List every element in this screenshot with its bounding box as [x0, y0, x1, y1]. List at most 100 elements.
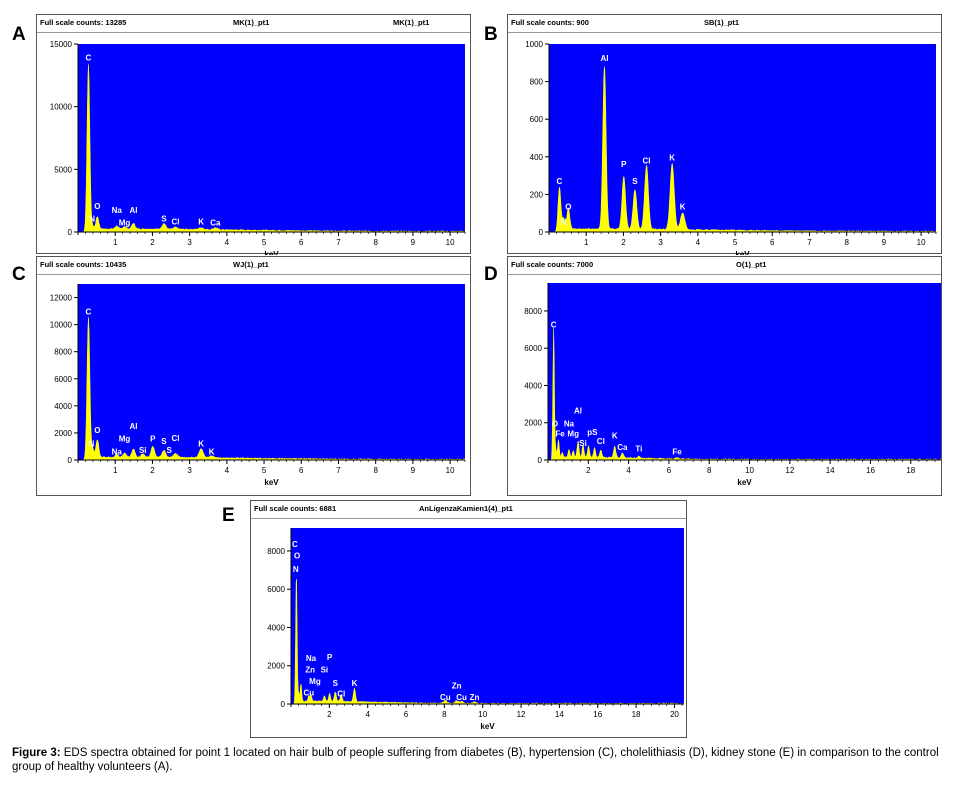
- panel-letter-c: C: [12, 264, 26, 285]
- full-scale-counts: Full scale counts: 7000: [511, 260, 594, 269]
- x-tick-label: 6: [404, 710, 409, 719]
- peak-label: Mg: [567, 430, 579, 439]
- y-tick-label: 6000: [54, 375, 72, 384]
- plot-area: [291, 528, 684, 704]
- peak-label: O: [565, 202, 571, 211]
- peak-label: Cl: [642, 156, 650, 165]
- peak-label: Na: [112, 206, 123, 215]
- spectrum-title-right: MK(1)_pt1: [393, 18, 430, 27]
- x-tick-label: 4: [225, 238, 230, 247]
- x-tick-label: 3: [658, 238, 663, 247]
- peak-label: Ca: [617, 443, 628, 452]
- x-tick-label: 8: [844, 238, 849, 247]
- x-tick-label: 1: [584, 238, 589, 247]
- x-tick-label: 5: [733, 238, 738, 247]
- peak-label: P: [150, 435, 156, 444]
- peak-label: Cl: [171, 434, 179, 443]
- y-tick-label: 800: [530, 78, 544, 87]
- peak-label: O: [94, 426, 100, 435]
- peak-label: S: [632, 177, 638, 186]
- peak-label: Na: [306, 654, 317, 663]
- x-tick-label: 12: [517, 710, 526, 719]
- spectrum-title: SB(1)_pt1: [704, 18, 740, 27]
- x-tick-label: 10: [446, 238, 455, 247]
- spectrum-title: AnLigenzaKamien1(4)_pt1: [419, 504, 513, 513]
- x-tick-label: 2: [621, 238, 626, 247]
- y-tick-label: 4000: [54, 402, 72, 411]
- y-tick-label: 0: [539, 228, 544, 237]
- y-tick-label: 4000: [267, 623, 285, 632]
- plot-area: [78, 44, 465, 232]
- peak-label: Fe: [672, 447, 682, 456]
- full-scale-counts: Full scale counts: 13285: [40, 18, 127, 27]
- plot-area: [549, 44, 936, 232]
- y-tick-label: 10000: [50, 321, 73, 330]
- peak-label: Zn: [452, 682, 462, 691]
- x-tick-label: 18: [906, 466, 915, 475]
- peak-label: S: [333, 679, 339, 688]
- y-tick-label: 5000: [54, 165, 72, 174]
- x-tick-label: 8: [373, 238, 378, 247]
- x-axis-label: keV: [735, 250, 750, 255]
- x-tick-label: 6: [299, 466, 304, 475]
- panel-header: Full scale counts: 13285 MK(1)_pt1 MK(1)…: [37, 15, 470, 33]
- x-tick-label: 20: [670, 710, 679, 719]
- x-tick-label: 14: [826, 466, 835, 475]
- figure-caption: Figure 3: EDS spectra obtained for point…: [12, 746, 942, 774]
- x-tick-label: 10: [446, 466, 455, 475]
- peak-label: P: [327, 653, 333, 662]
- panel-letter-e: E: [222, 505, 235, 526]
- y-tick-label: 2000: [524, 419, 542, 428]
- panel-header: Full scale counts: 7000 O(1)_pt1: [508, 257, 941, 275]
- peak-label: Fe: [555, 430, 565, 439]
- peak-label: Na: [112, 448, 123, 457]
- y-tick-label: 200: [530, 190, 544, 199]
- peak-label: S: [161, 437, 167, 446]
- panel-header: Full scale counts: 10435 WJ(1)_pt1: [37, 257, 470, 275]
- peak-label: Mg: [119, 219, 131, 228]
- y-tick-label: 6000: [524, 344, 542, 353]
- x-tick-label: 9: [411, 466, 416, 475]
- peak-label: N: [293, 565, 299, 574]
- spectrum-panel-b: Full scale counts: 900 SB(1)_pt1 0 200 400…: [507, 14, 942, 255]
- y-tick-label: 4000: [524, 381, 542, 390]
- peak-label: C: [557, 177, 563, 186]
- x-tick-label: 1: [113, 466, 118, 475]
- x-tick-label: 16: [593, 710, 602, 719]
- y-tick-label: 0: [68, 228, 73, 237]
- peak-label: C: [86, 53, 92, 62]
- y-tick-label: 12000: [50, 294, 73, 303]
- y-tick-label: 8000: [267, 547, 285, 556]
- peak-label: S: [161, 214, 167, 223]
- spectrum-series: [78, 317, 466, 461]
- x-tick-label: 6: [667, 466, 672, 475]
- y-tick-label: 0: [281, 700, 286, 709]
- x-tick-label: 12: [785, 466, 794, 475]
- peak-label: Al: [600, 54, 608, 63]
- x-tick-label: 4: [626, 466, 631, 475]
- peak-label: K: [209, 448, 215, 457]
- x-tick-label: 16: [866, 466, 875, 475]
- y-tick-label: 400: [530, 153, 544, 162]
- peak-label: Mg: [309, 677, 321, 686]
- spectrum-series: [78, 64, 466, 233]
- x-tick-label: 6: [770, 238, 775, 247]
- x-tick-label: 10: [917, 238, 926, 247]
- peak-label: Si: [579, 439, 587, 448]
- peak-label: K: [669, 154, 675, 163]
- eds-spectrum-chart: 0 2000 4000 6000 8000 2 4 6 8 10 12 14 16 18 keV C Al O Na…: [524, 283, 942, 487]
- peak-label: Al: [574, 406, 582, 415]
- x-tick-label: 9: [882, 238, 887, 247]
- plot-area: [548, 283, 941, 460]
- panel-header: Full scale counts: 6881 AnLigenzaKamien1…: [251, 501, 686, 519]
- x-tick-label: 7: [336, 466, 341, 475]
- plot-area: [78, 284, 465, 460]
- peak-label: K: [680, 202, 686, 211]
- spectrum-title: MK(1)_pt1: [233, 18, 270, 27]
- x-tick-label: 5: [262, 238, 267, 247]
- eds-spectrum-chart: 0 2000 4000 6000 8000 10000 12000 1 2 3 4 5 6 7 8 9 10 ke…: [50, 284, 466, 487]
- peak-label: Al: [129, 206, 137, 215]
- y-tick-label: 2000: [267, 662, 285, 671]
- full-scale-counts: Full scale counts: 10435: [40, 260, 127, 269]
